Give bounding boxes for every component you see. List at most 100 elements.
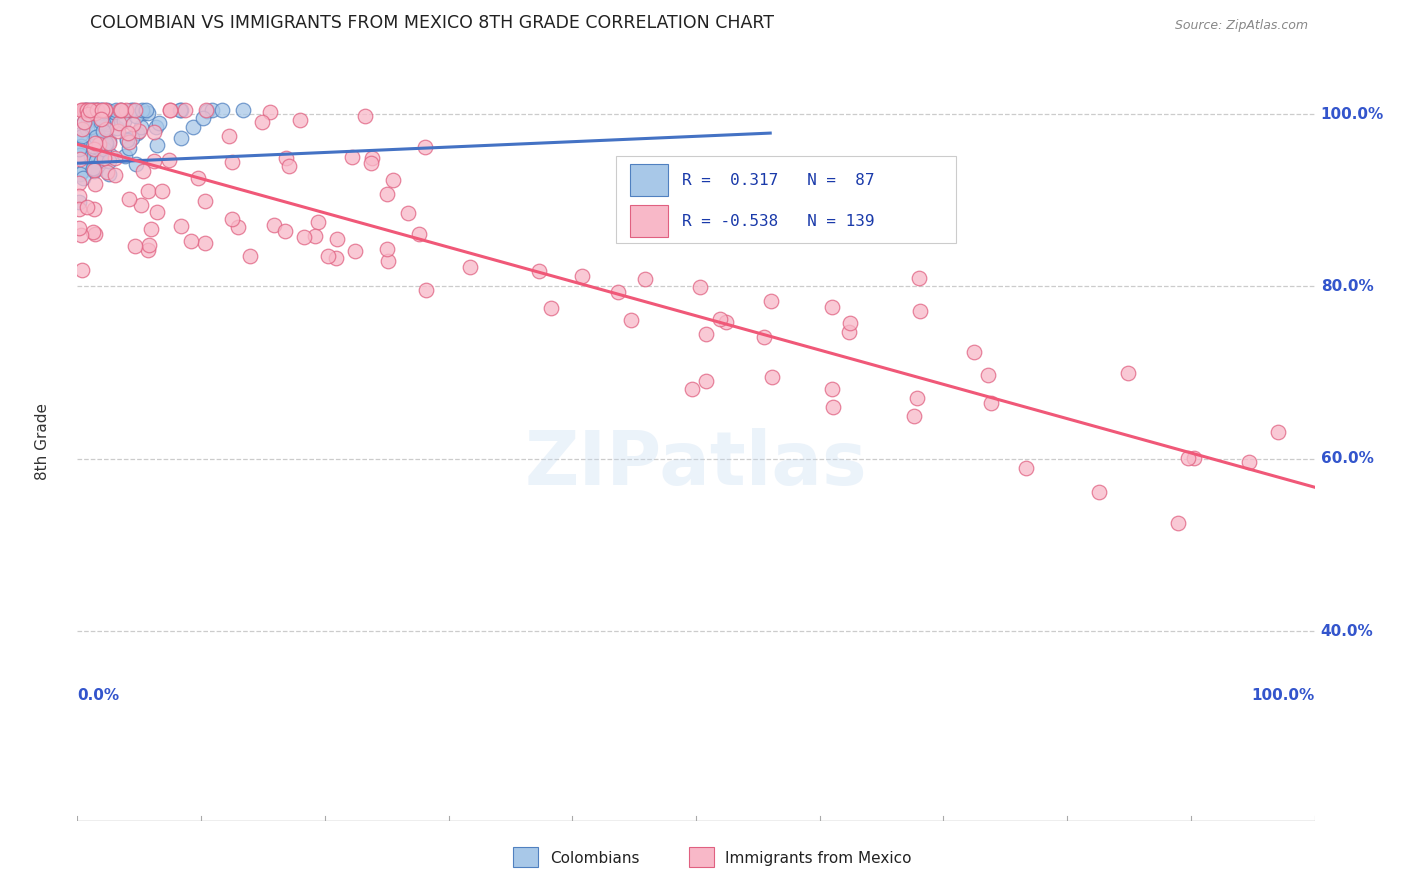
Point	[90, 153, 112, 168]
Point	[187, 170, 209, 185]
Point	[79, 103, 101, 117]
Text: 100.0%: 100.0%	[1251, 688, 1315, 703]
Point	[67, 176, 90, 190]
Point	[821, 382, 844, 396]
Point	[72, 171, 94, 186]
Point	[273, 224, 295, 238]
Point	[1184, 451, 1206, 466]
Point	[80, 150, 103, 164]
Point	[90, 133, 112, 147]
Point	[75, 103, 97, 117]
Point	[83, 227, 105, 242]
Point	[83, 142, 105, 156]
Point	[361, 151, 384, 165]
Point	[104, 169, 127, 183]
Point	[93, 113, 115, 128]
Point	[98, 147, 121, 161]
Point	[274, 151, 297, 165]
Point	[191, 111, 214, 125]
Point	[221, 212, 243, 227]
Point	[70, 263, 93, 277]
Point	[239, 249, 262, 263]
Text: 60.0%: 60.0%	[1320, 451, 1374, 467]
Point	[129, 198, 152, 212]
Point	[170, 103, 193, 117]
Point	[83, 177, 105, 191]
Text: Immigrants from Mexico: Immigrants from Mexico	[725, 851, 912, 865]
Point	[181, 120, 204, 135]
Point	[195, 104, 218, 119]
Text: 100.0%: 100.0%	[1320, 107, 1384, 121]
Point	[75, 103, 97, 117]
Point	[93, 106, 115, 120]
Point	[571, 268, 593, 283]
Point	[83, 164, 105, 178]
Point	[761, 369, 783, 384]
Point	[70, 103, 93, 117]
Text: Source: ZipAtlas.com: Source: ZipAtlas.com	[1175, 19, 1309, 32]
Point	[307, 215, 329, 229]
Point	[76, 107, 98, 121]
Point	[80, 103, 103, 117]
Point	[120, 103, 142, 117]
Point	[194, 235, 217, 250]
Point	[83, 202, 105, 216]
Point	[89, 137, 111, 152]
Point	[70, 103, 93, 117]
Point	[67, 194, 90, 209]
Point	[90, 103, 112, 117]
Point	[194, 194, 217, 208]
Point	[211, 103, 233, 117]
Point	[82, 161, 104, 175]
Point	[132, 106, 155, 120]
Point	[201, 103, 224, 117]
Point	[93, 120, 115, 135]
Point	[96, 121, 118, 136]
Point	[821, 400, 844, 414]
Point	[76, 114, 98, 128]
Point	[82, 139, 104, 153]
Point	[98, 134, 121, 148]
Point	[108, 116, 131, 130]
Point	[136, 184, 159, 198]
Point	[86, 103, 108, 117]
Point	[1088, 484, 1111, 499]
Point	[139, 221, 162, 235]
Point	[689, 280, 711, 294]
Point	[84, 103, 107, 117]
Point	[87, 103, 110, 117]
Point	[529, 264, 551, 278]
Point	[115, 132, 138, 146]
Point	[159, 103, 181, 117]
Point	[292, 229, 315, 244]
Point	[124, 239, 146, 253]
Point	[103, 105, 125, 120]
Point	[1167, 516, 1189, 530]
Point	[73, 115, 96, 129]
Point	[1015, 461, 1038, 475]
Point	[360, 155, 382, 169]
Point	[218, 128, 240, 143]
Point	[150, 184, 173, 198]
Point	[709, 312, 731, 326]
Point	[170, 219, 193, 233]
Point	[415, 283, 437, 297]
Point	[354, 109, 377, 123]
Point	[69, 139, 91, 153]
Point	[980, 396, 1002, 410]
Point	[110, 103, 132, 117]
Point	[118, 135, 141, 149]
Point	[83, 103, 105, 117]
Point	[458, 260, 481, 274]
Point	[75, 103, 97, 117]
Text: 0.0%: 0.0%	[77, 688, 120, 703]
Point	[94, 103, 117, 117]
Point	[84, 130, 107, 145]
Point	[67, 202, 90, 216]
Text: Colombians: Colombians	[550, 851, 640, 865]
Point	[128, 124, 150, 138]
Point	[82, 162, 104, 177]
Point	[70, 128, 93, 143]
Point	[94, 103, 117, 117]
Point	[96, 115, 118, 129]
